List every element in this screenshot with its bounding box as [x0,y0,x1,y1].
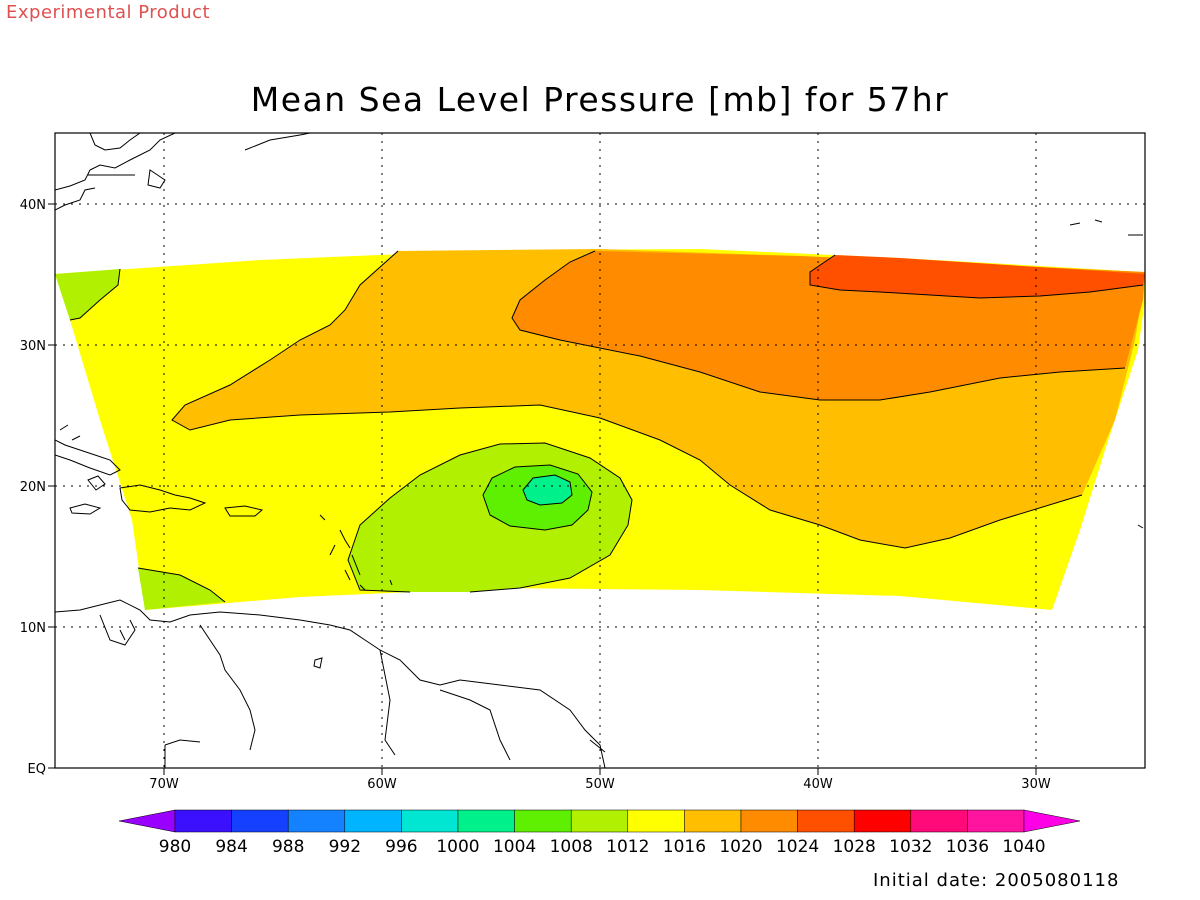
coast-nova-scotia [147,169,166,189]
chart-title: Mean Sea Level Pressure [mb] for 57hr [250,80,950,119]
colorbar-swatch [231,809,289,833]
lon-tick-60w: 60W [367,777,397,792]
lat-tick-30n: 30N [20,339,46,354]
lat-tick-40n: 40N [20,198,46,213]
coast-bahamas [59,424,106,491]
colorbar-swatch [401,809,459,833]
colorbar-swatch [967,809,1025,833]
colorbar-swatch [627,809,685,833]
coast-trinidad [313,657,323,669]
longitude-ticks: 70W 60W 50W 40W 30W [149,777,1051,792]
contour-1024 [511,250,1126,401]
contour-1012-west [137,567,226,603]
contour-1012 [347,442,633,593]
contour-1004 [522,474,573,506]
colorbar-swatch [684,809,742,833]
colorbar-label: 980 [159,837,191,857]
grid-lines [55,133,1145,768]
colorbar-swatch [457,809,515,833]
contour-1028 [809,254,1144,299]
band-1028 [810,255,1145,298]
colorbar-label: 1040 [1002,837,1045,857]
lat-tick-eq: EQ [28,762,46,777]
band-1012-northwest [55,269,120,320]
colorbar-swatch [853,809,912,833]
colorbar [118,809,1081,833]
contour-1008 [482,464,593,531]
coast-south-america [55,599,606,768]
colorbar-label: 988 [272,837,304,857]
colorbar-label: 1024 [776,837,819,857]
tick-marks [48,203,1037,775]
coast-hispaniola [119,484,207,513]
colorbar-label: 1012 [606,837,649,857]
colorbar-label: 1016 [663,837,706,857]
initial-date: Initial date: 2005080118 [873,870,1120,891]
colorbar-label: 1036 [946,837,989,857]
colorbar-right-arrow-icon [1023,809,1081,833]
experimental-product-watermark: Experimental Product [6,2,211,23]
coastlines [55,133,1144,768]
contour-1020 [171,250,1083,549]
colorbar-left-arrow-icon [118,809,176,833]
lat-tick-20n: 20N [20,480,46,495]
colorbar-label: 984 [215,837,247,857]
colorbar-label: 1028 [833,837,876,857]
coast-puerto-rico [224,505,264,517]
band-1004 [523,475,572,505]
latitude-ticks: EQ 10N 20N 30N 40N [20,198,46,777]
coast-cuba [55,439,121,476]
lon-tick-40w: 40W [803,777,833,792]
colorbar-label: 1000 [436,837,479,857]
colorbar-label: 1032 [889,837,932,857]
colorbar-label: 1020 [719,837,762,857]
band-1012-west [138,568,225,610]
coast-lesser-antilles [319,514,393,591]
colorbar-label: 1004 [493,837,536,857]
lon-tick-50w: 50W [585,777,615,792]
colorbar-swatch [287,809,346,833]
colorbar-label: 992 [329,837,361,857]
colorbar-swatch [740,809,798,833]
lon-tick-70w: 70W [149,777,179,792]
colorbar-swatch [344,809,402,833]
coast-cape-verde [1137,524,1144,529]
contour-1012-northwest [69,268,121,321]
coast-north-america [55,133,311,211]
colorbar-swatch [910,809,968,833]
lon-tick-30w: 30W [1021,777,1051,792]
colorbar-swatch [570,809,629,833]
coast-azores [1069,219,1143,236]
coast-jamaica [69,503,102,515]
colorbar-labels: 980 984 988 992 996 1000 1004 1008 1012 1016 1020 1… [159,837,1046,857]
contour-lines [69,250,1144,603]
colorbar-swatch [174,809,232,833]
colorbar-label: 996 [385,837,417,857]
colorbar-swatch [797,809,855,833]
lat-tick-10n: 10N [20,621,46,636]
colorbar-label: 1008 [550,837,593,857]
colorbar-swatch [514,809,572,833]
